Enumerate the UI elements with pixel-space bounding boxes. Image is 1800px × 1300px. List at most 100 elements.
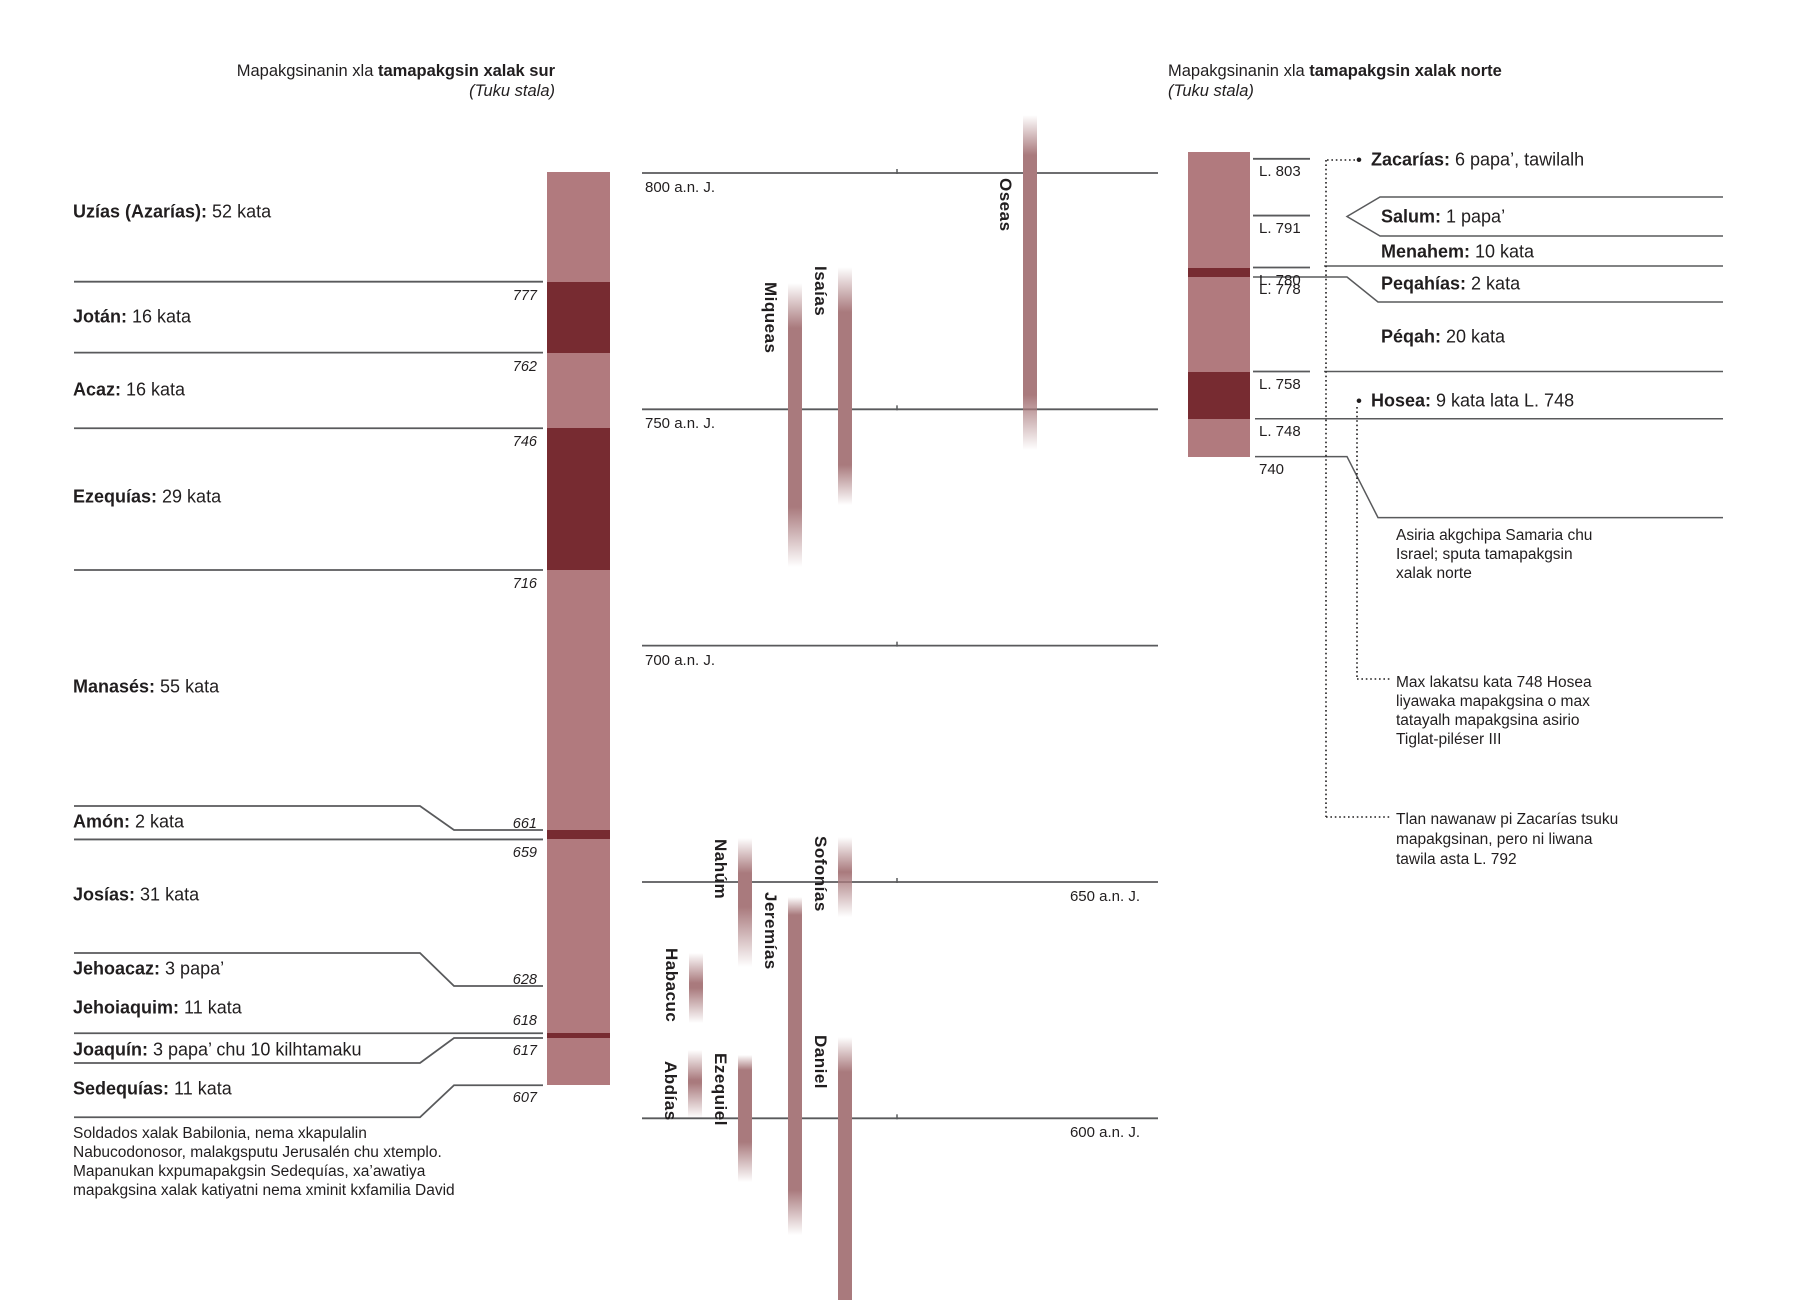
south-king-name: Joaquín: [73, 1039, 148, 1060]
south-king-desc: 52 kata [212, 201, 272, 222]
north-note: Asiria akgchipa Samaria chu Israel; sputa… [1396, 526, 1592, 583]
bullet-icon: • [1356, 391, 1362, 411]
north-king-desc: 1 papa’ [1446, 206, 1506, 227]
north-king-label: Péqah: 20 kata [1381, 327, 1505, 348]
north-note-line: Tiglat-piléser III [1396, 731, 1502, 748]
north-kingdom-bar-segment [1188, 215, 1250, 268]
south-king-desc: 3 papa’ [165, 958, 225, 979]
south-reign-rule-step [74, 805, 543, 831]
north-note-line: Asiria akgchipa Samaria chu [1396, 527, 1593, 544]
south-king-label: Amón: 2 kata [73, 812, 184, 833]
babylon-footnote-line: mapakgsina xalak katiyatni nema xminit k… [73, 1182, 455, 1199]
prophet-bar [838, 267, 852, 505]
prophet-name-label: Nahúm [711, 839, 730, 900]
south-header-prefix: Mapakgsinanin xla [236, 62, 378, 80]
north-note-line: Max lakatsu kata 748 Hosea [1396, 674, 1592, 691]
prophet-bar [688, 1050, 702, 1118]
prophet-name-label: Oseas [996, 178, 1015, 232]
north-year-label: L. 758 [1259, 375, 1301, 393]
salum-callout-wedge [1345, 196, 1723, 237]
north-year-label: L. 791 [1259, 219, 1301, 237]
south-year-number: 762 [512, 358, 537, 375]
south-year-number: 628 [512, 971, 537, 988]
south-king-name: Amón: [73, 811, 130, 832]
south-king-label: Uzías (Azarías): 52 kata [73, 202, 271, 223]
south-king-name: Ezequías: [73, 486, 158, 507]
south-king-label: Jehoacaz: 3 papa’ [73, 959, 224, 980]
south-header-bold: tamapakgsin xalak sur [377, 62, 555, 80]
north-kingdom-bar-segment [1188, 418, 1250, 457]
north-king-desc: 9 kata lata L. 748 [1435, 390, 1575, 411]
south-header-title: Mapakgsinanin xla tamapakgsin xalak sur [205, 61, 555, 81]
prophet-name-label: Abdías [661, 1061, 680, 1121]
north-king-name: Menahem: [1381, 241, 1471, 262]
south-year-number: 607 [512, 1090, 537, 1107]
south-kingdom-bar [547, 172, 610, 1085]
south-king-name: Jehoacaz: [73, 958, 161, 979]
south-king-label: Joaquín: 3 papa’ chu 10 kilhtamaku [73, 1040, 361, 1061]
north-note-line: mapakgsinan, pero ni liwana [1396, 831, 1593, 848]
south-king-name: Acaz: [73, 379, 122, 400]
north-header-title: Mapakgsinanin xla tamapakgsin xalak nort… [1168, 61, 1588, 81]
prophet-bar [788, 283, 802, 567]
north-kingdom-bar [1188, 152, 1250, 457]
north-header-subtitle: (Tuku stala) [1168, 82, 1254, 100]
prophet-bar [838, 837, 852, 917]
south-year-number: 661 [512, 815, 537, 832]
axis-year-label: 750 a.n. J. [645, 415, 716, 433]
prophet-name-label: Daniel [811, 1035, 830, 1090]
south-king-name: Manasés: [73, 676, 156, 697]
north-kingdom-bar-segment [1188, 152, 1250, 216]
prophet-name-label: Ezequiel [711, 1053, 730, 1126]
north-note-line: Israel; sputa tamapakgsin [1396, 546, 1573, 563]
south-king-label: Sedequías: 11 kata [73, 1079, 232, 1100]
prophet-bar [738, 838, 752, 967]
north-king-desc: 6 papa’, tawilalh [1455, 149, 1585, 170]
asiria-callout-line [1255, 455, 1723, 519]
prophet-bar [1023, 115, 1037, 450]
babylon-footnote-line: Soldados xalak Babilonia, nema xkapulali… [73, 1125, 367, 1142]
south-king-name: Josías: [73, 884, 136, 905]
north-note-line: tatayalh mapakgsina asirio [1396, 712, 1580, 729]
south-kingdom-bar-segment [547, 281, 610, 353]
prophet-bar [838, 1037, 852, 1300]
south-king-desc: 16 kata [126, 379, 186, 400]
south-king-desc: 3 papa’ chu 10 kilhtamaku [153, 1039, 362, 1060]
babylon-footnote: Soldados xalak Babilonia, nema xkapulali… [73, 1124, 455, 1200]
south-king-name: Sedequías: [73, 1078, 170, 1099]
south-kingdom-bar-segment [547, 1033, 610, 1038]
axis-year-label: 700 a.n. J. [645, 651, 716, 669]
south-king-desc: 16 kata [132, 306, 192, 327]
south-kingdom-bar-segment [547, 985, 610, 1034]
north-king-label: Salum: 1 papa’ [1381, 207, 1505, 228]
south-kingdom-bar-segment [547, 428, 610, 571]
north-king-desc: 2 kata [1471, 273, 1521, 294]
north-king-name: Zacarías: [1370, 149, 1451, 170]
north-king-name: Peqahías: [1381, 273, 1467, 294]
north-note-line: xalak norte [1396, 565, 1472, 582]
south-king-name: Uzías (Azarías): [73, 201, 208, 222]
south-kingdom-bar-segment [547, 570, 610, 830]
north-kingdom-bar-segment [1188, 276, 1250, 372]
south-king-label: Ezequías: 29 kata [73, 487, 221, 508]
prophet-name-label: Sofonías [811, 836, 830, 912]
axis-year-label: 650 a.n. J. [1069, 887, 1140, 905]
north-king-name: Hosea: [1370, 390, 1431, 411]
south-reign-rule-step [74, 1037, 543, 1064]
north-king-name: Péqah: [1381, 326, 1442, 347]
north-header-bold: tamapakgsin xalak norte [1309, 62, 1502, 80]
prophet-bar [738, 1055, 752, 1182]
prophet-name-label: Jeremías [761, 892, 780, 970]
north-king-name: Salum: [1381, 206, 1442, 227]
south-king-name: Jehoiaquim: [73, 997, 180, 1018]
north-note-line: Tlan nawanaw pi Zacarías tsuku [1396, 811, 1619, 828]
south-king-label: Josías: 31 kata [73, 885, 199, 906]
south-year-number: 777 [512, 287, 537, 304]
south-king-label: Acaz: 16 kata [73, 380, 185, 401]
axis-year-label: 600 a.n. J. [1069, 1124, 1140, 1142]
south-king-desc: 11 kata [174, 1078, 232, 1099]
south-kingdom-bar-segment [547, 1037, 610, 1085]
north-king-label: Menahem: 10 kata [1381, 242, 1534, 263]
north-year-label: L. 780 [1259, 271, 1301, 289]
south-year-number: 618 [512, 1013, 537, 1030]
